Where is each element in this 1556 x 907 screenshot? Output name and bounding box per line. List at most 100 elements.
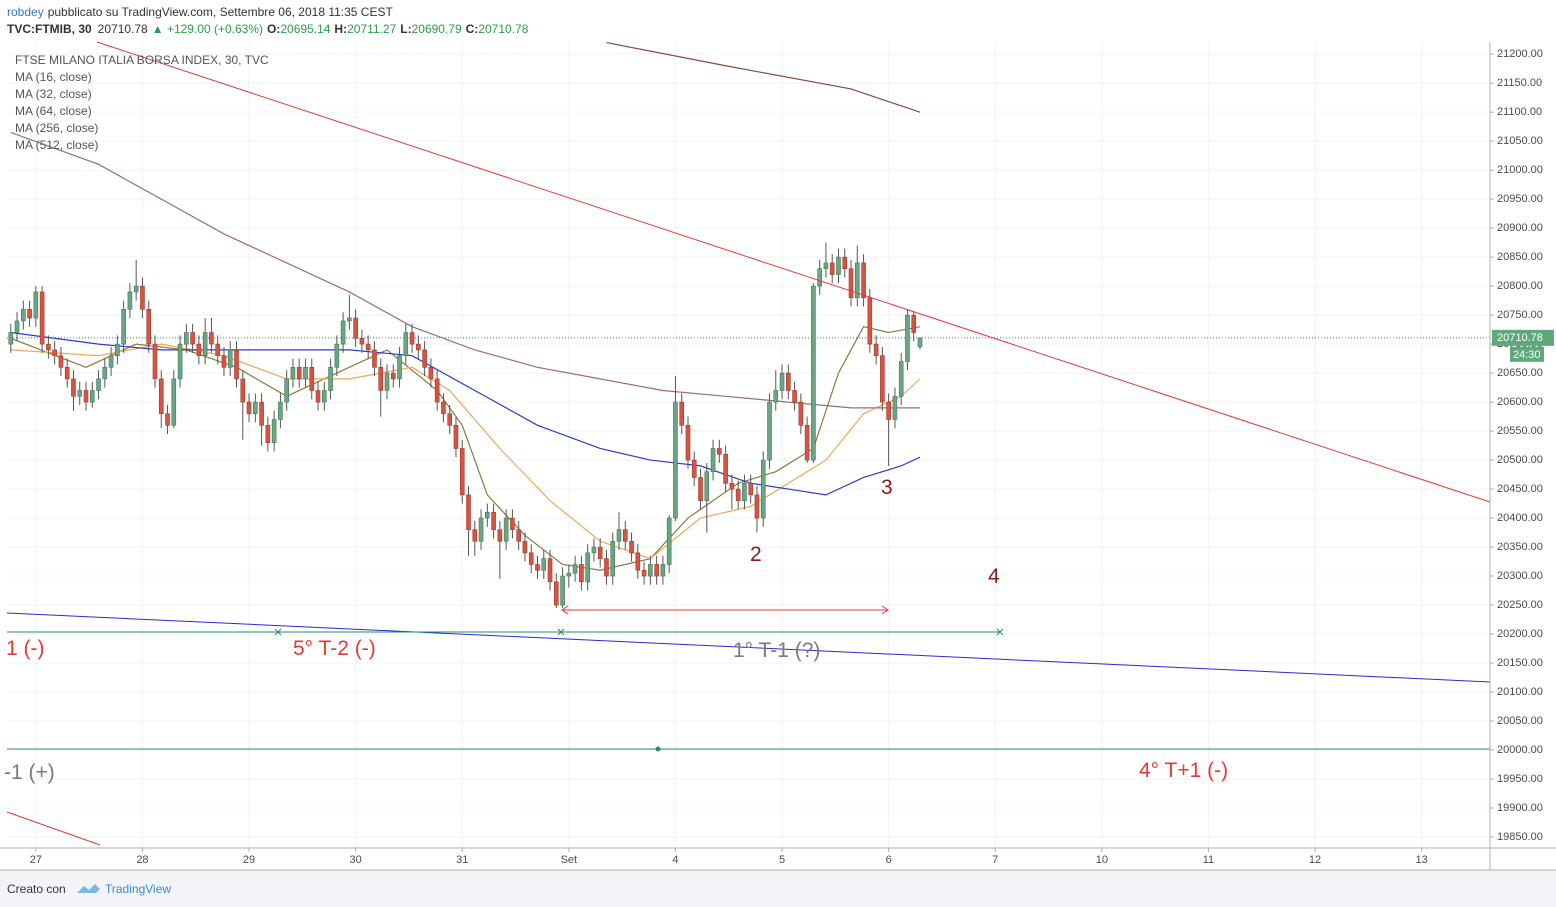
candle-body <box>723 453 728 484</box>
candle-body <box>378 366 384 391</box>
candle-body <box>898 361 904 397</box>
y-tick-label: 21100.00 <box>1497 106 1542 118</box>
ma-line <box>10 331 921 496</box>
y-tick-label: 20350.00 <box>1497 541 1543 553</box>
y-tick-label: 20150.00 <box>1497 657 1543 669</box>
candle-body <box>284 378 289 403</box>
candle-body <box>516 529 521 542</box>
candle-body <box>917 337 923 348</box>
legend-entry: MA (64, close) <box>15 104 92 118</box>
candle-body <box>447 413 453 426</box>
candle-body <box>485 511 490 519</box>
candle-body <box>873 343 879 357</box>
candle-body <box>340 320 346 345</box>
candle-body <box>660 564 666 577</box>
candle-body <box>585 552 590 583</box>
candle-body <box>635 552 641 571</box>
y-tick-label: 20100.00 <box>1497 686 1543 698</box>
candle-body <box>372 349 377 368</box>
y-tick-label: 20300.00 <box>1497 570 1543 582</box>
symbol: TVC:FTMIB, 30 <box>7 22 92 36</box>
candle-body <box>836 256 841 275</box>
candle-body <box>196 343 202 357</box>
candle-body <box>46 343 51 351</box>
ohlc-label: C: <box>466 22 479 36</box>
ma-line <box>606 41 921 113</box>
x-tick-label: 6 <box>886 854 892 866</box>
candle-body <box>861 262 866 299</box>
last-price-label: 20710.78 <box>1497 332 1543 344</box>
candle-body <box>89 390 95 403</box>
candle-body <box>886 401 891 420</box>
plot <box>7 41 1490 848</box>
last: 20710.78 <box>98 22 148 36</box>
candle-body <box>629 540 634 554</box>
header-line2: TVC:FTMIB, 30 20710.78 ▲ +129.00 (+0.63%) O… <box>7 22 529 36</box>
candle-body <box>566 572 572 577</box>
candle-body <box>434 378 440 403</box>
candle-body <box>397 355 402 380</box>
candle-body <box>365 343 371 351</box>
legend-entry: MA (16, close) <box>15 70 92 84</box>
candle-body <box>127 291 133 310</box>
candle-body <box>729 482 735 490</box>
x-tick-label: 13 <box>1416 854 1428 866</box>
candle-body <box>309 366 315 391</box>
ohlc-label: O: <box>267 22 280 36</box>
candle-body <box>253 401 258 414</box>
candle-body <box>572 564 578 574</box>
logo-icon <box>77 884 100 893</box>
last-price-box <box>1492 329 1554 346</box>
x-tick-label: 12 <box>1309 854 1321 866</box>
countdown: 24:30 <box>1513 349 1541 361</box>
candle-body <box>221 355 227 368</box>
footer-bg <box>0 870 1556 907</box>
candle-body <box>754 494 760 519</box>
ohlc-value: 20690.79 <box>412 22 462 36</box>
candle-body <box>102 366 108 380</box>
candle-body <box>579 564 584 583</box>
candle-body <box>441 401 446 414</box>
candle-body <box>817 268 822 287</box>
x-tick-label: 7 <box>992 854 998 866</box>
candle-body <box>190 332 195 345</box>
legend-entry: MA (512, close) <box>15 138 98 152</box>
trend-line <box>6 811 101 846</box>
candle-body <box>472 529 478 542</box>
brand: TradingView <box>105 882 171 896</box>
candle-body <box>296 366 302 380</box>
candle-body <box>648 564 653 577</box>
candle-body <box>27 309 32 319</box>
candle-body <box>528 552 534 565</box>
candle-body <box>171 378 177 426</box>
candle-body <box>497 529 503 542</box>
candle-body <box>39 291 45 345</box>
candle-body <box>227 349 233 368</box>
candle-body <box>83 390 89 403</box>
candle-body <box>717 448 722 455</box>
candle-body <box>315 390 321 403</box>
candle-body <box>177 343 183 380</box>
candle-body <box>679 401 685 426</box>
y-tick-label: 20850.00 <box>1497 251 1543 263</box>
made-with: Creato con <box>7 882 66 896</box>
author: robdey <box>7 5 44 19</box>
candle-body <box>246 401 252 414</box>
candle-body <box>353 317 358 339</box>
candle-body <box>823 262 829 270</box>
x-tick-label: 27 <box>30 854 42 866</box>
y-tick-label: 20500.00 <box>1497 454 1543 466</box>
candle-body <box>96 378 101 391</box>
ma-line <box>10 131 921 409</box>
x-tick-label: Set <box>561 854 578 866</box>
candle-body <box>347 317 352 322</box>
candle-body <box>58 355 64 368</box>
y-tick-label: 20550.00 <box>1497 425 1543 437</box>
candle-body <box>748 482 753 496</box>
candle-body <box>265 424 271 443</box>
candle-body <box>21 309 26 322</box>
candle-body <box>71 378 76 397</box>
legend: FTSE MILANO ITALIA BORSA INDEX, 30, TVC … <box>15 53 269 152</box>
ohlc-value: 20711.27 <box>347 22 396 36</box>
candle-body <box>152 343 158 380</box>
